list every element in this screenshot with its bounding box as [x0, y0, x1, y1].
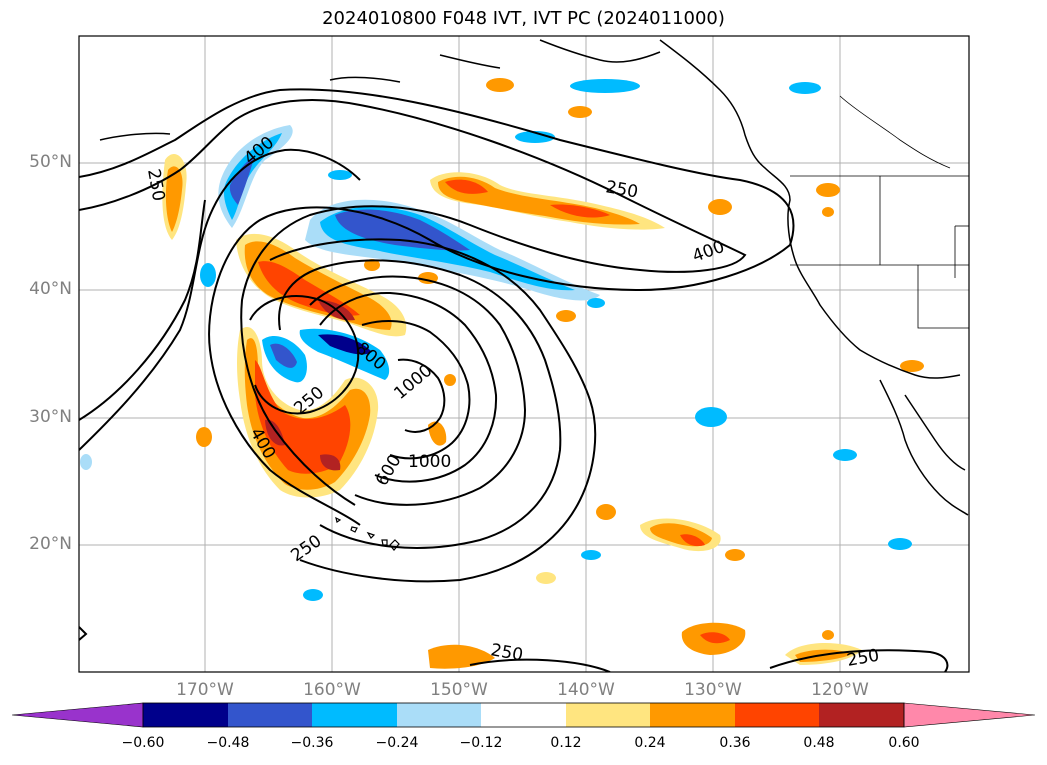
- colorbar-segment: [481, 703, 566, 727]
- lat-label: 30°N: [29, 407, 72, 427]
- map-frame: [78, 35, 970, 673]
- map-title: 2024010800 F048 IVT, IVT PC (2024011000): [322, 8, 725, 29]
- colorbar-min-extend: [11, 702, 144, 728]
- colorbar-segment: [819, 703, 904, 727]
- colorbar-tick-label: −0.48: [206, 735, 250, 751]
- lon-label: 160°W: [303, 680, 361, 700]
- colorbar-segment: [566, 703, 650, 727]
- colorbar-segment: [312, 703, 397, 727]
- lat-label: 20°N: [29, 534, 72, 554]
- hawaii-islands: [335, 516, 400, 551]
- colorbar-tick-label: 0.60: [888, 735, 920, 751]
- colorbar-segment: [228, 703, 312, 727]
- colorbar-tick-label: −0.36: [290, 735, 334, 751]
- contour-label: 1000: [408, 452, 451, 472]
- lon-label: 130°W: [684, 680, 742, 700]
- colorbar-tick-label: 0.48: [803, 735, 835, 751]
- colorbar-tick-label: −0.12: [459, 735, 503, 751]
- ivt-contours: [79, 88, 949, 672]
- colorbar-tick-label: 0.24: [634, 735, 666, 751]
- lon-label: 120°W: [811, 680, 869, 700]
- boundaries: [790, 95, 969, 329]
- map-background: [79, 36, 969, 672]
- colorbar-tick-label: 0.36: [719, 735, 751, 751]
- colorbar-tick-label: −0.24: [375, 735, 419, 751]
- colorbar: [11, 702, 1036, 728]
- colorbar-max-extend: [903, 702, 1036, 728]
- coastlines: [99, 39, 969, 516]
- lat-label: 50°N: [29, 152, 72, 172]
- colorbar-tick-label: 0.12: [550, 735, 582, 751]
- colorbar-segment: [397, 703, 481, 727]
- lon-label: 150°W: [430, 680, 488, 700]
- colorbar-segment: [650, 703, 735, 727]
- lat-label: 40°N: [29, 279, 72, 299]
- lon-label: 140°W: [557, 680, 615, 700]
- colorbar-segment: [735, 703, 819, 727]
- colorbar-tick-label: −0.60: [121, 735, 165, 751]
- colorbar-segment: [143, 703, 228, 727]
- lon-label: 170°W: [176, 680, 234, 700]
